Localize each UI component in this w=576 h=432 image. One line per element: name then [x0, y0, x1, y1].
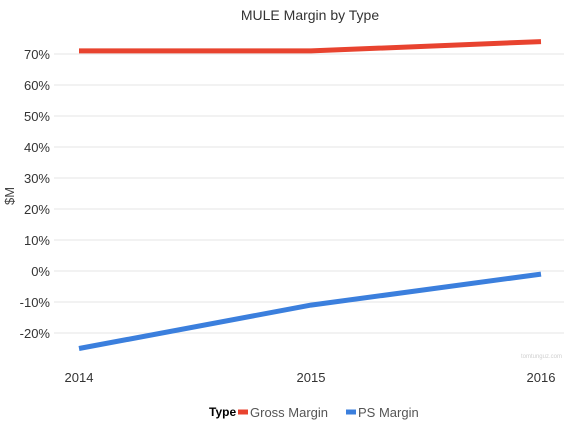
- y-tick-label: 50%: [24, 109, 50, 124]
- legend-entry-label: PS Margin: [358, 405, 419, 420]
- legend-title: Type: [209, 405, 236, 419]
- series-line-ps-margin: [78, 271, 542, 351]
- y-axis-label: $M: [2, 187, 17, 205]
- y-tick-label: 20%: [24, 202, 50, 217]
- y-tick-label: -20%: [20, 326, 51, 341]
- y-tick-label: 0%: [31, 264, 50, 279]
- watermark: tomtunguz.com: [521, 354, 562, 360]
- y-tick-labels: -20% -10% 0% 10% 20% 30% 40% 50% 60% 70%: [20, 47, 51, 341]
- series-lines: [78, 39, 542, 351]
- x-tick-labels: 2014 2015 2016: [65, 370, 556, 385]
- y-tick-label: 30%: [24, 171, 50, 186]
- series-line-gross-margin: [79, 39, 542, 54]
- y-tick-label: 60%: [24, 78, 50, 93]
- y-tick-label: 40%: [24, 140, 50, 155]
- y-tick-label: 70%: [24, 47, 50, 62]
- chart-title: MULE Margin by Type: [241, 7, 379, 23]
- legend-entry-label: Gross Margin: [250, 405, 328, 420]
- y-tick-label: 10%: [24, 233, 50, 248]
- x-tick-label: 2014: [65, 370, 94, 385]
- y-tick-label: -10%: [20, 295, 51, 310]
- x-tick-label: 2015: [297, 370, 326, 385]
- x-tick-label: 2016: [527, 370, 556, 385]
- legend: Type Gross Margin PS Margin: [209, 405, 419, 420]
- gridlines: [54, 53, 564, 334]
